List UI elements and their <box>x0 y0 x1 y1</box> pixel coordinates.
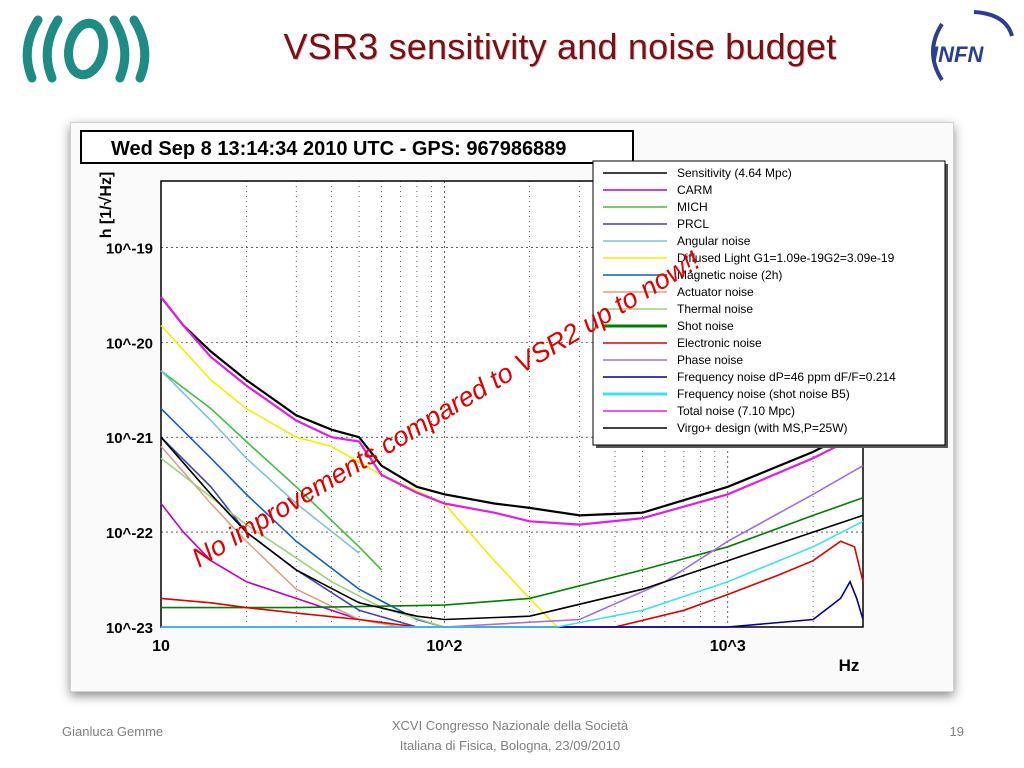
legend-label: Virgo+ design (with MS,P=25W) <box>677 421 848 435</box>
page-number: 19 <box>949 724 964 739</box>
legend-label: Frequency noise (shot noise B5) <box>677 387 850 401</box>
legend-box <box>592 160 946 446</box>
legend-label: Frequency noise dP=46 ppm dF/F=0.214 <box>677 370 896 384</box>
series-line-7 <box>160 408 445 628</box>
infn-logo-text: INFN <box>932 42 984 67</box>
y-tick-label: 10^-21 <box>106 430 153 447</box>
axis-ticks: 10 10^2 10^3 10^-19 10^-20 10^-21 10^-22 10^-23 <box>106 240 746 655</box>
y-tick-label: 10^-22 <box>106 525 153 542</box>
legend-label: CARM <box>677 183 712 197</box>
footer-author: Gianluca Gemme <box>62 724 164 739</box>
x-tick-label: 10^3 <box>710 638 746 655</box>
x-tick-label: 10 <box>152 638 170 655</box>
footer-conference-line1: XCVI Congresso Nazionale della Società <box>391 718 629 733</box>
legend-label: MICH <box>677 200 708 214</box>
series-line-14 <box>161 520 864 628</box>
legend-label: Magnetic noise (2h) <box>677 268 782 282</box>
x-axis-label: Hz <box>839 656 860 675</box>
series-line-16 <box>160 436 864 621</box>
slide-title: VSR3 sensitivity and noise budget <box>283 26 837 67</box>
series-line-2 <box>160 503 360 621</box>
footer-conference-line2: Italiana di Fisica, Bologna, 23/09/2010 <box>399 738 621 753</box>
sensitivity-chart: Wed Sep 8 13:14:34 2010 UTC - GPS: 96798… <box>80 130 948 675</box>
legend-label: Total noise (7.10 Mpc) <box>677 404 795 418</box>
infn-logo: INFN <box>931 10 1014 82</box>
series-line-3 <box>160 370 383 571</box>
legend-label: PRCL <box>677 217 709 231</box>
series-line-5 <box>160 370 360 554</box>
y-tick-label: 10^-20 <box>106 335 153 352</box>
chart-title-box <box>80 130 634 164</box>
y-axis-label: h [1/√Hz] <box>98 172 115 239</box>
legend-label: Actuator noise <box>677 285 754 299</box>
legend-label: Angular noise <box>677 234 751 248</box>
series-line-6 <box>160 324 558 628</box>
legend-label: Diffused Light G1=1.09e-19G2=3.09e-19 <box>677 251 895 265</box>
chart-image: Wed Sep 8 13:14:34 2010 UTC - GPS: 96798… <box>70 122 954 692</box>
series-line-15 <box>160 296 864 526</box>
legend-label: Shot noise <box>677 319 734 333</box>
legend-label: Thermal noise <box>677 302 753 316</box>
series-group <box>160 296 864 628</box>
legend-label: Phase noise <box>677 353 743 367</box>
chart-title: Wed Sep 8 13:14:34 2010 UTC - GPS: 96798… <box>111 138 566 160</box>
series-line-1 <box>160 296 864 517</box>
virgo-logo <box>22 15 150 83</box>
x-tick-label: 10^2 <box>426 638 462 655</box>
y-tick-label: 10^-23 <box>106 620 153 637</box>
footer-conference: XCVI Congresso Nazionale della Società I… <box>340 716 680 756</box>
legend-label: Electronic noise <box>677 336 762 350</box>
legend: Sensitivity (4.64 Mpc) CARM MICH PRCL Angula… <box>592 160 948 448</box>
series-line-10 <box>161 497 864 609</box>
legend-label: Sensitivity (4.64 Mpc) <box>677 166 792 180</box>
y-tick-label: 10^-19 <box>106 240 153 257</box>
